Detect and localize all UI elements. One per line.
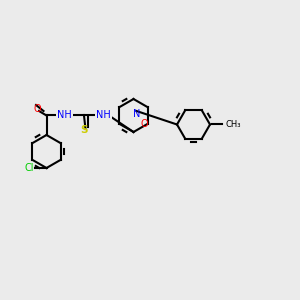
Text: CH₃: CH₃ bbox=[226, 120, 241, 129]
Text: N: N bbox=[133, 109, 140, 119]
Text: O: O bbox=[141, 119, 148, 129]
Text: NH: NH bbox=[96, 110, 111, 121]
Text: NH: NH bbox=[57, 110, 72, 121]
Text: O: O bbox=[34, 104, 41, 115]
Text: Cl: Cl bbox=[24, 163, 34, 173]
Text: S: S bbox=[80, 125, 88, 136]
